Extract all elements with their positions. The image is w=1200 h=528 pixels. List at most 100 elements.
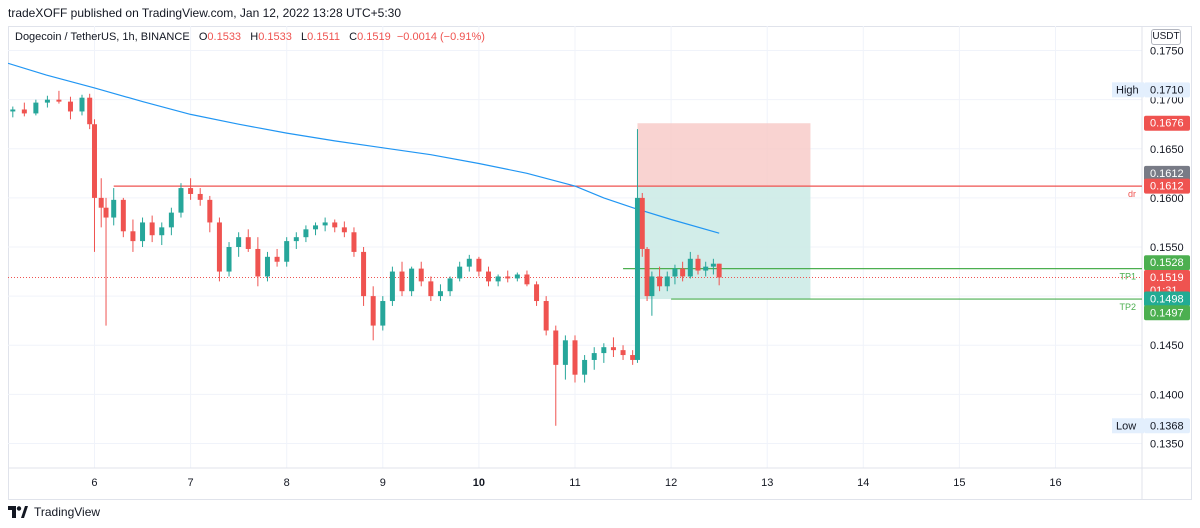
price-axis-label-bg	[1144, 269, 1190, 298]
candle-body	[457, 266, 463, 279]
candle-body	[582, 359, 588, 375]
candle-body	[351, 232, 357, 252]
candle-body	[10, 109, 16, 112]
candle-body	[216, 222, 222, 272]
candle-body	[495, 276, 501, 282]
candle-body	[168, 212, 174, 228]
candle-body	[505, 276, 511, 279]
close-value: 0.1519	[357, 31, 391, 43]
chart-frame	[8, 26, 1192, 500]
x-tick-label: 14	[857, 477, 869, 489]
x-tick-label: 6	[91, 477, 97, 489]
candle-body	[657, 276, 663, 287]
candle-body	[524, 274, 530, 285]
tp2-label: TP2	[1119, 302, 1136, 312]
candle-body	[486, 271, 492, 282]
candle-body	[197, 193, 203, 200]
candle-body	[274, 256, 280, 262]
price-axis-label: 0.1498	[1150, 294, 1184, 306]
symbol-name[interactable]: Dogecoin / TetherUS, 1h, BINANCE	[15, 31, 190, 43]
candle-body	[149, 222, 155, 236]
price-axis-label: 0.1612	[1150, 181, 1184, 193]
candle-body	[159, 227, 165, 236]
candle-body	[644, 248, 650, 297]
low-label: L	[301, 31, 308, 43]
candle-body	[703, 266, 709, 271]
x-tick-label: 13	[761, 477, 773, 489]
candle-body	[103, 207, 109, 218]
candle-body	[380, 301, 386, 326]
candle-body	[716, 263, 722, 278]
candle-body	[361, 251, 367, 297]
y-tick-label: 0.1450	[1150, 340, 1184, 352]
price-axis-label: 0.1528	[1150, 257, 1184, 269]
candle-body	[140, 222, 146, 242]
price-axis-label: 0.1612	[1150, 168, 1184, 180]
candle-body	[255, 248, 261, 277]
price-unit-button[interactable]: USDT	[1151, 29, 1181, 45]
candle-body	[399, 271, 405, 292]
price-axis-label: 0.1497	[1150, 307, 1184, 319]
candle-body	[610, 347, 616, 351]
candle-body	[418, 268, 424, 282]
candle-body	[695, 258, 701, 271]
candle-body	[543, 301, 549, 331]
change-value: −0.0014 (−0.91%)	[396, 31, 485, 43]
candle-body	[56, 99, 62, 102]
resistance-label: dr	[1128, 189, 1136, 199]
candle-body	[236, 237, 242, 247]
y-tick-label: 0.1700	[1150, 95, 1184, 107]
price-tag-label: High	[1116, 84, 1139, 96]
close-label: C	[349, 31, 358, 43]
y-tick-label: 0.1350	[1150, 438, 1184, 450]
candle-body	[33, 102, 39, 114]
candle-body	[428, 281, 434, 297]
y-tick-label: 0.1650	[1150, 144, 1184, 156]
high-label: H	[250, 31, 259, 43]
y-tick-label: 0.1400	[1150, 389, 1184, 401]
candle-body	[322, 222, 328, 226]
candle-body	[562, 340, 568, 365]
price-axis-label-bg	[1144, 418, 1190, 434]
candle-body	[79, 97, 85, 112]
candle-body	[188, 188, 194, 194]
candle-body	[634, 197, 640, 360]
candle-body	[226, 247, 232, 272]
price-tag-label: Low	[1116, 420, 1136, 432]
candle-body	[639, 197, 645, 249]
candle-body	[111, 199, 117, 218]
candle-body	[476, 258, 482, 272]
footer-brand[interactable]: TradingView	[34, 505, 101, 519]
x-tick-label: 7	[188, 477, 194, 489]
price-axis-label: 0.1519	[1150, 272, 1184, 284]
candle-body	[264, 256, 270, 277]
y-tick-label: 0.1600	[1150, 193, 1184, 205]
price-axis-label-bg	[1144, 291, 1190, 307]
price-axis-label-bg	[1144, 305, 1190, 321]
candle-body	[67, 101, 73, 112]
tradingview-logo-icon[interactable]	[8, 506, 28, 518]
candle-body	[672, 268, 678, 277]
y-tick-label: 0.1750	[1150, 46, 1184, 58]
price-axis-label-bg	[1144, 165, 1190, 181]
footer: TradingView	[8, 505, 100, 519]
candlestick-chart[interactable]: drTP1TP20.13500.14000.14500.15000.15500.…	[8, 26, 1192, 500]
x-tick-label: 16	[1049, 477, 1061, 489]
x-tick-label: 15	[953, 477, 965, 489]
candle-body	[245, 237, 251, 249]
candle-body	[313, 225, 319, 230]
candle-body	[120, 199, 126, 232]
candle-body	[572, 340, 578, 375]
candle-body	[534, 284, 540, 302]
stop-loss-zone	[637, 123, 811, 187]
candle-body	[98, 197, 104, 208]
price-axis-label-bg	[1144, 82, 1190, 98]
x-tick-label: 9	[380, 477, 386, 489]
price-axis-label: 0.1368	[1150, 420, 1184, 432]
symbol-legend: Dogecoin / TetherUS, 1h, BINANCE O0.1533…	[15, 31, 485, 43]
publish-line: tradeXOFF published on TradingView.com, …	[8, 6, 402, 20]
candle-body	[553, 330, 559, 365]
high-value: 0.1533	[258, 31, 292, 43]
moving-average-line	[8, 62, 720, 234]
candle-body	[284, 241, 290, 262]
